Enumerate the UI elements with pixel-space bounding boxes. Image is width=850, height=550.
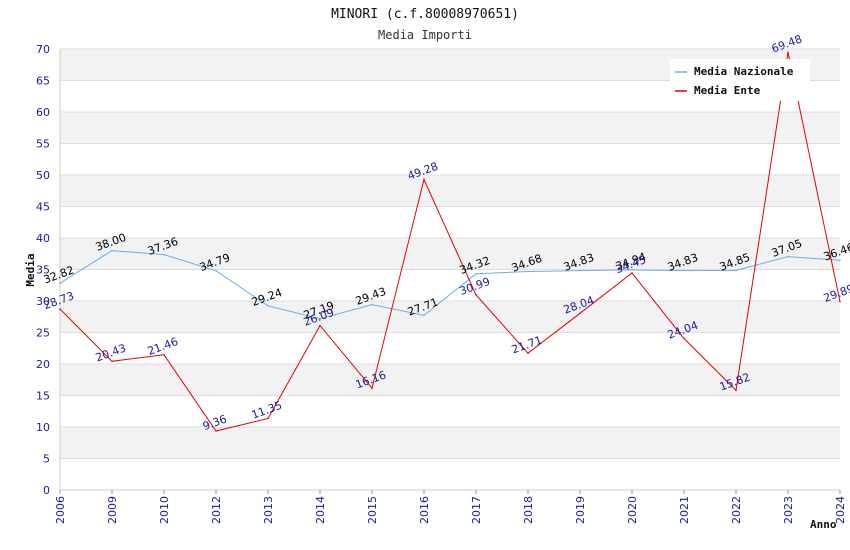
legend-label-media-ente: Media Ente <box>694 84 761 97</box>
x-tick-label: 2018 <box>522 496 535 524</box>
grid-band <box>60 175 840 207</box>
y-tick-label: 65 <box>36 75 50 88</box>
x-tick-label: 2022 <box>730 496 743 524</box>
data-point <box>111 249 113 252</box>
data-label: 21.71 <box>510 333 544 356</box>
x-tick-label: 2006 <box>54 496 67 524</box>
legend: Media Nazionale Media Ente <box>670 59 810 101</box>
y-tick-label: 20 <box>36 358 50 371</box>
data-point <box>215 270 217 272</box>
x-tick-label: 2015 <box>366 496 379 524</box>
y-tick-label: 40 <box>36 232 50 245</box>
data-point <box>163 354 165 356</box>
x-tick-label: 2023 <box>782 496 795 524</box>
data-point <box>111 360 113 363</box>
grid-band <box>60 301 840 333</box>
data-point <box>579 312 581 315</box>
grid-band <box>60 364 840 396</box>
x-tick-label: 2012 <box>210 496 223 524</box>
data-point <box>787 255 789 258</box>
data-point <box>319 324 321 327</box>
data-point <box>735 269 737 272</box>
data-point <box>631 272 633 274</box>
x-tick-label: 2013 <box>262 496 275 524</box>
data-point <box>839 259 841 262</box>
axes <box>59 49 840 491</box>
series-group <box>59 51 841 432</box>
data-point <box>475 272 477 275</box>
x-ticks: 2006 2009 2010 2012 2013 2014 2015 2016 2017 2018… <box>54 490 847 524</box>
y-tick-label: 10 <box>36 421 50 434</box>
data-point <box>683 337 685 340</box>
series-line-media-ente <box>59 52 841 432</box>
data-point <box>371 387 373 389</box>
x-tick-label: 2021 <box>678 496 691 524</box>
data-point <box>59 282 61 285</box>
chart-title: MINORI (c.f.80008970651) <box>331 7 519 22</box>
data-point <box>371 303 373 306</box>
grid-band <box>60 238 840 270</box>
data-point <box>735 389 737 392</box>
x-tick-label: 2019 <box>574 496 587 524</box>
y-tick-label: 45 <box>36 201 50 214</box>
x-axis-label: Anno <box>810 518 837 531</box>
y-ticks: 0 5 10 15 20 25 30 35 40 45 50 55 60 65 70 <box>36 43 50 497</box>
x-tick-label: 2017 <box>470 496 483 524</box>
x-tick-label: 2009 <box>106 496 119 524</box>
data-point <box>475 293 477 296</box>
y-tick-label: 60 <box>36 106 50 119</box>
y-tick-label: 30 <box>36 295 50 308</box>
data-point <box>163 253 165 256</box>
data-point <box>59 308 61 310</box>
data-point <box>267 417 269 420</box>
data-label: 20.43 <box>94 342 128 365</box>
x-tick-label: 2010 <box>158 496 171 524</box>
data-point <box>579 269 581 272</box>
series-line-media-nazionale <box>59 250 841 320</box>
data-point <box>527 352 529 355</box>
data-point <box>319 317 321 320</box>
data-point <box>527 270 529 273</box>
grid-band <box>60 427 840 459</box>
y-tick-label: 35 <box>36 264 50 277</box>
grid-band <box>60 112 840 144</box>
y-tick-label: 0 <box>43 484 50 497</box>
data-point <box>423 314 425 317</box>
data-point <box>683 269 685 272</box>
chart-subtitle: Media Importi <box>378 28 472 42</box>
data-point <box>839 300 841 303</box>
legend-label-media-nazionale: Media Nazionale <box>694 65 794 78</box>
data-label: 11.35 <box>250 399 284 422</box>
data-point <box>787 51 789 54</box>
data-point <box>215 430 217 432</box>
y-axis-label: Media <box>24 253 37 286</box>
y-tick-label: 25 <box>36 327 50 340</box>
legend-box <box>670 59 810 101</box>
x-tick-label: 2016 <box>418 496 431 524</box>
x-tick-label: 2024 <box>834 496 847 524</box>
x-tick-label: 2014 <box>314 496 327 524</box>
data-point <box>267 304 269 307</box>
grid-bands <box>60 49 840 459</box>
y-tick-label: 70 <box>36 43 50 56</box>
y-tick-label: 55 <box>36 138 50 151</box>
y-tick-label: 50 <box>36 169 50 182</box>
y-tick-label: 15 <box>36 390 50 403</box>
x-tick-label: 2020 <box>626 496 639 524</box>
y-tick-label: 5 <box>43 453 50 466</box>
data-point <box>631 269 633 271</box>
data-label: 30.99 <box>458 275 492 298</box>
data-point <box>423 178 425 181</box>
